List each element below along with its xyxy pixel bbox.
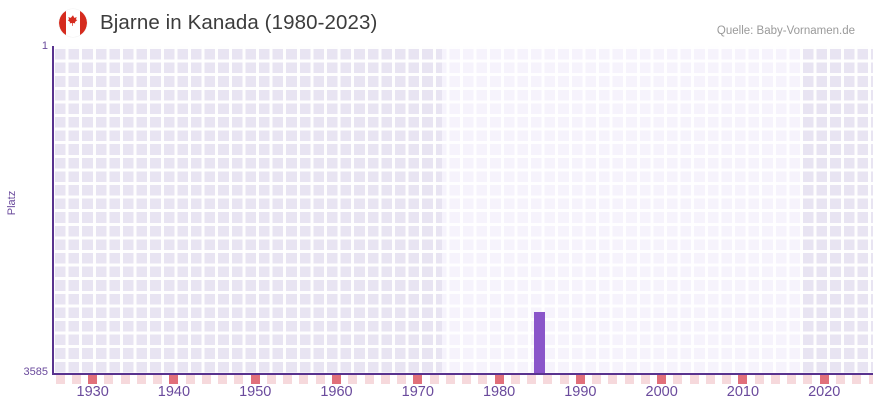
x-axis-tick-minor [364, 375, 374, 384]
x-axis-tick-minor [527, 375, 537, 384]
x-axis-tick-minor [705, 375, 715, 384]
x-axis-label-2020: 2020 [808, 384, 841, 400]
x-axis-label-1970: 1970 [401, 384, 434, 400]
x-axis-tick-minor [835, 375, 845, 384]
x-axis-tick-minor [283, 375, 293, 384]
x-axis-tick-minor [218, 375, 228, 384]
x-axis-label-2010: 2010 [726, 384, 760, 400]
x-axis-tick-minor [592, 375, 602, 384]
x-axis-tick-minor [299, 375, 309, 384]
x-axis-line [52, 373, 873, 375]
x-axis-tick-minor [120, 375, 130, 384]
x-axis-tick-minor [185, 375, 195, 384]
x-axis-tick-major [738, 375, 748, 384]
x-axis-label-1930: 1930 [76, 384, 109, 400]
x-axis-tick-minor [770, 375, 780, 384]
x-axis-label-1950: 1950 [239, 384, 272, 400]
x-axis-tick-major [494, 375, 504, 384]
x-axis-tick-minor [445, 375, 455, 384]
source-note: Quelle: Baby-Vornamen.de [716, 25, 855, 37]
x-axis-tick-minor [397, 375, 407, 384]
x-axis-tick-minor [803, 375, 813, 384]
x-axis-tick-minor [234, 375, 244, 384]
x-axis-label-1960: 1960 [320, 384, 353, 400]
x-axis-tick-minor [868, 375, 873, 384]
x-axis-tick-major [169, 375, 179, 384]
bar-1985 [534, 311, 546, 373]
x-axis-label-1990: 1990 [564, 384, 597, 400]
x-axis-tick-minor [852, 375, 862, 384]
x-axis-tick-minor [348, 375, 358, 384]
x-axis-tick-minor [640, 375, 650, 384]
x-axis-tick-minor [153, 375, 163, 384]
x-axis-tick-minor [104, 375, 114, 384]
y-axis-title: Platz [6, 190, 18, 216]
x-axis-tick-major [88, 375, 98, 384]
x-axis-tick-minor [689, 375, 699, 384]
shaded-band [52, 46, 443, 373]
x-axis-tick-major [819, 375, 829, 384]
shaded-band [799, 46, 873, 373]
x-axis-tick-minor [55, 375, 65, 384]
x-axis-tick-minor [673, 375, 683, 384]
x-axis-tick-minor [510, 375, 520, 384]
x-axis-tick-minor [624, 375, 634, 384]
x-axis-tick-minor [380, 375, 390, 384]
x-axis-tick-minor [787, 375, 797, 384]
x-axis-tick-major [250, 375, 260, 384]
x-axis-tick-minor [429, 375, 439, 384]
x-axis-tick-minor [608, 375, 618, 384]
x-axis-label-2000: 2000 [645, 384, 678, 400]
x-axis-tick-major [413, 375, 423, 384]
x-axis-tick-minor [543, 375, 553, 384]
x-axis-tick-minor [71, 375, 81, 384]
page-title: Bjarne in Kanada (1980-2023) [100, 11, 378, 34]
x-axis-tick-minor [136, 375, 146, 384]
y-axis-tick-bottom: 3585 [23, 366, 48, 378]
y-axis-line [52, 46, 54, 373]
x-axis-tick-major [332, 375, 341, 384]
x-axis-label-1980: 1980 [482, 384, 516, 400]
x-axis-tick-minor [722, 375, 732, 384]
x-axis-tick-minor [478, 375, 488, 384]
x-axis-tick-minor [315, 375, 325, 384]
x-axis-label-1940: 1940 [157, 384, 191, 400]
x-axis-tick-minor [754, 375, 764, 384]
x-axis-tick-minor [201, 375, 211, 384]
x-axis-tick-major [575, 375, 585, 384]
canada-flag-icon [59, 9, 87, 37]
chart-header: Bjarne in Kanada (1980-2023) Quelle: Bab… [0, 0, 873, 46]
plot-area [52, 46, 873, 373]
x-axis-tick-minor [266, 375, 276, 384]
x-axis-tick-minor [559, 375, 569, 384]
x-axis-tick-major [657, 375, 667, 384]
x-axis-tick-minor [462, 375, 472, 384]
y-axis-tick-top: 1 [41, 40, 48, 52]
